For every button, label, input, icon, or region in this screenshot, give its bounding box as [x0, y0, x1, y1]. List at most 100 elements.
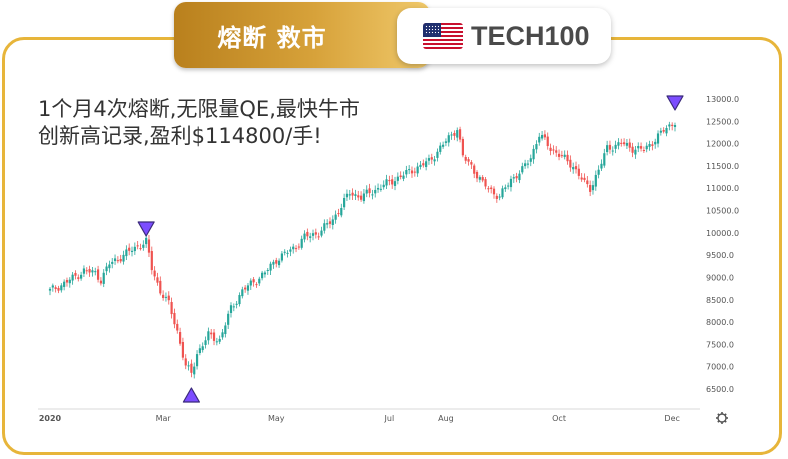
candle-body [266, 269, 269, 271]
candle-body [82, 268, 86, 274]
candle-body [125, 249, 128, 257]
candle-body [436, 151, 439, 158]
candle-body [187, 365, 190, 367]
y-tick-label: 12000.0 [706, 140, 739, 149]
candle-body [470, 162, 473, 165]
candle-body [637, 146, 640, 149]
candle-body [159, 280, 162, 294]
candle-body [405, 169, 408, 175]
candle-body [229, 305, 233, 313]
x-tick-label: Oct [552, 414, 566, 423]
candle-body [96, 269, 100, 280]
x-tick-label: Jul [384, 414, 395, 423]
candle-body [258, 278, 261, 284]
candle-body [628, 142, 631, 148]
candle-body [552, 149, 555, 151]
title-tab-label: 熔断 救市 [217, 23, 327, 52]
candle-body [136, 245, 139, 247]
candle-body [572, 167, 575, 170]
x-tick-label: May [268, 414, 285, 423]
candle-body [518, 173, 521, 181]
candle-body [99, 280, 103, 284]
candle-body [535, 144, 538, 150]
candle-body [439, 145, 442, 152]
candle-body [563, 154, 566, 157]
candle-body [102, 272, 105, 284]
candle-body [306, 231, 309, 237]
candle-body [340, 208, 343, 216]
candle-body [583, 177, 586, 180]
y-tick-label: 12500.0 [706, 117, 739, 126]
candle-body [60, 285, 63, 291]
candle-body [326, 223, 329, 225]
candle-body [512, 177, 515, 179]
candle-body [292, 246, 295, 250]
candle-body [337, 213, 340, 215]
candle-body [577, 168, 580, 176]
candle-body [108, 264, 111, 269]
candle-body [416, 166, 419, 174]
headline: 1个月4次熔断,无限量QE,最快牛市 创新高记录,盈利$114800/手! [38, 96, 360, 150]
candle-body [280, 253, 284, 261]
candle-body [94, 271, 97, 273]
candle-body [645, 145, 648, 150]
trough-marker-icon [182, 387, 201, 403]
candle-body [484, 179, 487, 187]
candle-body [317, 236, 320, 238]
candle-body [244, 287, 247, 290]
candle-body [490, 187, 493, 190]
candle-body [162, 294, 165, 298]
candle-body [374, 189, 377, 194]
candle-body [413, 171, 416, 173]
candle-body [255, 284, 258, 286]
us-flag-icon [423, 23, 463, 49]
candle-body [204, 340, 207, 345]
candle-body [524, 163, 527, 167]
candle-body [193, 366, 196, 375]
candle-body [467, 159, 470, 162]
candle-body [142, 244, 145, 248]
peak-marker-icon [666, 95, 684, 111]
candle-body [345, 193, 349, 198]
candle-body [456, 130, 459, 138]
candle-body [504, 187, 507, 190]
candle-body [150, 251, 153, 271]
candle-body [648, 144, 651, 147]
candle-body [170, 301, 173, 315]
symbol-tab: TECH100 [397, 8, 611, 64]
candle-body [241, 289, 244, 297]
candle-body [57, 287, 60, 291]
candle-body [589, 184, 592, 192]
candle-body [555, 150, 558, 153]
candle-body [622, 142, 626, 145]
settings-gear-icon[interactable] [716, 412, 728, 424]
candle-body [668, 124, 671, 127]
candle-body [128, 247, 131, 251]
candle-body [68, 279, 71, 284]
y-tick-label: 7500.0 [706, 340, 734, 349]
candle-body [617, 142, 620, 146]
candle-body [272, 261, 275, 265]
candle-body [538, 136, 541, 143]
candle-body [625, 142, 629, 146]
candle-body [597, 169, 600, 175]
candle-body [656, 133, 660, 144]
candle-body [297, 246, 300, 248]
candle-body [167, 295, 170, 301]
candle-body [639, 146, 643, 149]
candle-body [190, 363, 193, 373]
y-tick-label: 11000.0 [706, 184, 739, 193]
y-tick-label: 7000.0 [706, 363, 734, 372]
candle-body [173, 312, 176, 325]
candle-body [119, 259, 122, 262]
candle-body [210, 332, 213, 335]
candle-body [532, 148, 535, 160]
candle-body [371, 194, 374, 196]
candle-body [478, 177, 481, 180]
candle-body [212, 332, 216, 341]
candle-body [224, 325, 227, 335]
candle-body [153, 270, 156, 277]
candle-body [351, 192, 354, 196]
candle-body [227, 313, 230, 325]
